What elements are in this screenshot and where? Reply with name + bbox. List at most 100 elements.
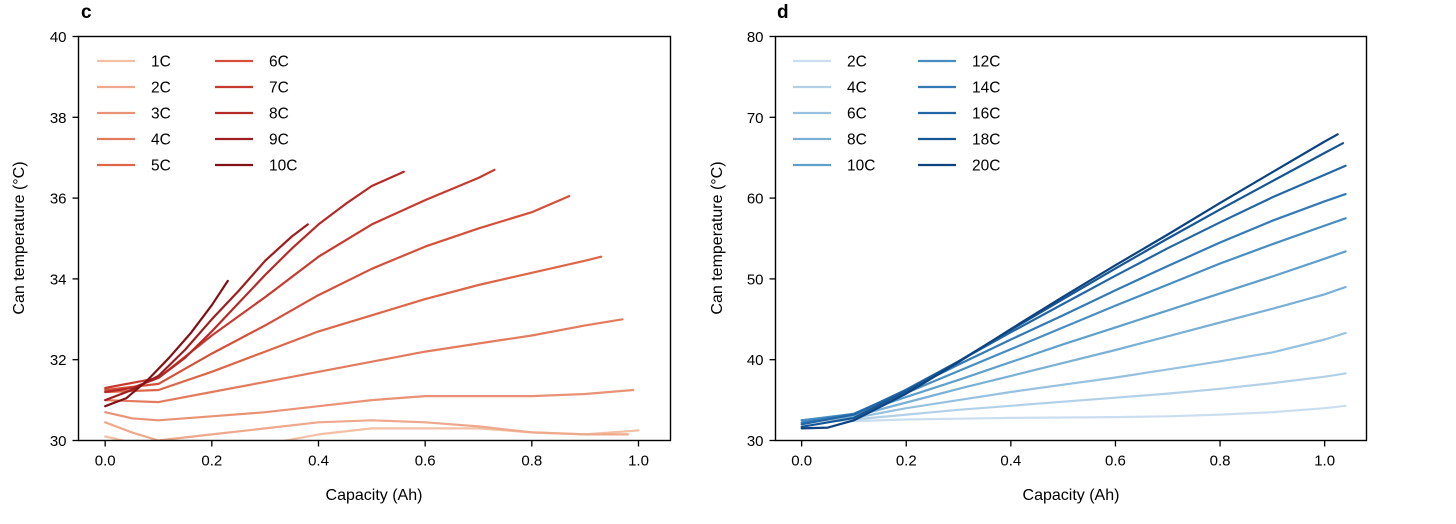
y-tick-label: 50 — [747, 271, 764, 288]
panel-c-x-axis-label: Capacity (Ah) — [326, 487, 423, 504]
legend-item-5c: 5C — [97, 158, 171, 175]
panel-d-label: d — [777, 2, 789, 23]
legend-label: 6C — [847, 106, 867, 123]
panel-d-series-line-12c — [800, 217, 1347, 422]
y-tick-label: 40 — [747, 352, 764, 369]
y-tick-label: 38 — [50, 110, 67, 127]
y-tick-label: 36 — [50, 191, 67, 208]
legend-label: 9C — [269, 132, 289, 149]
legend-label: 18C — [972, 132, 1000, 149]
legend-item-16c: 16C — [918, 106, 1000, 123]
panel-c-series-line-5c — [104, 255, 603, 394]
panel-c-series-line-4c — [104, 318, 624, 404]
panel-c-label: c — [81, 2, 92, 23]
legend-label: 1C — [151, 54, 171, 71]
panel-d-series-line-2c — [800, 404, 1347, 423]
panel-c-legend: 1C 2C 3C 4C 5C 6C 7C 8C 9C 10C — [97, 54, 297, 175]
panel-c-series-lines — [104, 168, 640, 441]
legend-item-12c: 12C — [918, 54, 1000, 71]
legend-item-3c: 3C — [97, 106, 171, 123]
panel-d-x-axis-label: Capacity (Ah) — [1023, 487, 1120, 504]
legend-item-8c: 8C — [793, 132, 867, 149]
legend-item-2c: 2C — [793, 54, 867, 71]
panel-c-series-line-10c — [104, 279, 229, 408]
legend-label: 2C — [847, 54, 867, 71]
panel-d-series-line-6c — [800, 331, 1347, 422]
legend-item-18c: 18C — [918, 132, 1000, 149]
legend-item-10c: 10C — [215, 158, 297, 175]
legend-label: 16C — [972, 106, 1000, 123]
legend-item-20c: 20C — [918, 158, 1000, 175]
panel-d-series-lines — [800, 133, 1347, 430]
legend-item-1c: 1C — [97, 54, 171, 71]
legend-label: 14C — [972, 80, 1000, 97]
legend-item-9c: 9C — [215, 132, 289, 149]
y-tick-label: 70 — [747, 110, 764, 127]
legend-label: 10C — [847, 158, 875, 175]
y-tick-label: 80 — [747, 29, 764, 46]
legend-item-8c: 8C — [215, 106, 289, 123]
y-tick-label: 30 — [747, 433, 764, 450]
panel-d-x-axis: 0.0 0.2 0.4 0.6 0.8 1.0 — [791, 440, 1335, 470]
x-tick-label: 0.2 — [201, 453, 222, 470]
legend-item-14c: 14C — [918, 80, 1000, 97]
panel-c-y-axis: 30 32 34 36 38 40 — [50, 29, 79, 450]
legend-label: 2C — [151, 80, 171, 97]
x-tick-label: 0.4 — [1000, 453, 1021, 470]
panel-d-series-line-10c — [800, 250, 1347, 422]
y-tick-label: 60 — [747, 191, 764, 208]
y-tick-label: 34 — [50, 271, 67, 288]
x-tick-label: 0.0 — [791, 453, 812, 470]
y-tick-label: 32 — [50, 352, 67, 369]
panel-d-series-line-14c — [800, 193, 1347, 424]
legend-label: 6C — [269, 54, 289, 71]
legend-item-2c: 2C — [97, 80, 171, 97]
legend-label: 10C — [269, 158, 297, 175]
panel-c-x-axis: 0.0 0.2 0.4 0.6 0.8 1.0 — [95, 440, 649, 470]
x-tick-label: 0.6 — [415, 453, 436, 470]
panel-d-series-line-8c — [800, 285, 1347, 422]
panel-d-plot-frame — [774, 35, 1368, 442]
y-tick-label: 40 — [50, 29, 67, 46]
panel-c-series-line-6c — [104, 195, 571, 392]
y-tick-label: 30 — [50, 433, 67, 450]
x-tick-label: 0.8 — [521, 453, 542, 470]
panel-d-series-line-20c — [800, 133, 1339, 430]
x-tick-label: 0.6 — [1105, 453, 1126, 470]
panel-c-series-line-3c — [104, 388, 635, 422]
panel-d-series-line-16c — [800, 164, 1347, 426]
panel-c-y-axis-label: Can temperature (°C) — [11, 161, 28, 314]
legend-label: 4C — [847, 80, 867, 97]
x-tick-label: 0.2 — [896, 453, 917, 470]
panel-d-y-axis-label: Can temperature (°C) — [709, 161, 726, 314]
legend-label: 7C — [269, 80, 289, 97]
legend-item-10c: 10C — [793, 158, 875, 175]
panel-c-series-line-7c — [104, 168, 496, 390]
legend-label: 4C — [151, 132, 171, 149]
legend-item-4c: 4C — [97, 132, 171, 149]
legend-label: 8C — [269, 106, 289, 123]
legend-item-7c: 7C — [215, 80, 289, 97]
panel-c-chart: c 0.0 0.2 0.4 0.6 0.8 1.0 30 32 34 36 38 40 Capaci… — [11, 2, 672, 504]
legend-item-6c: 6C — [215, 54, 289, 71]
panel-d-legend: 2C 4C 6C 8C 10C 12C 14C 16C 18C 20C — [793, 54, 1000, 175]
x-tick-label: 0.8 — [1210, 453, 1231, 470]
x-tick-label: 1.0 — [628, 453, 649, 470]
legend-label: 8C — [847, 132, 867, 149]
x-tick-label: 0.0 — [95, 453, 116, 470]
legend-label: 20C — [972, 158, 1000, 175]
x-tick-label: 1.0 — [1314, 453, 1335, 470]
panel-d-series-line-4c — [800, 372, 1347, 422]
panel-c-series-line-8c — [104, 170, 405, 394]
panel-c-series-line-2c — [104, 419, 629, 441]
legend-label: 3C — [151, 106, 171, 123]
x-tick-label: 0.4 — [308, 453, 329, 470]
legend-label: 5C — [151, 158, 171, 175]
legend-item-6c: 6C — [793, 106, 867, 123]
legend-label: 12C — [972, 54, 1000, 71]
panel-d-series-line-18c — [800, 142, 1345, 428]
legend-item-4c: 4C — [793, 80, 867, 97]
panel-d-chart: d 0.0 0.2 0.4 0.6 0.8 1.0 30 40 50 60 70 80 Capaci… — [709, 2, 1368, 504]
panel-c-plot-frame — [77, 35, 672, 442]
